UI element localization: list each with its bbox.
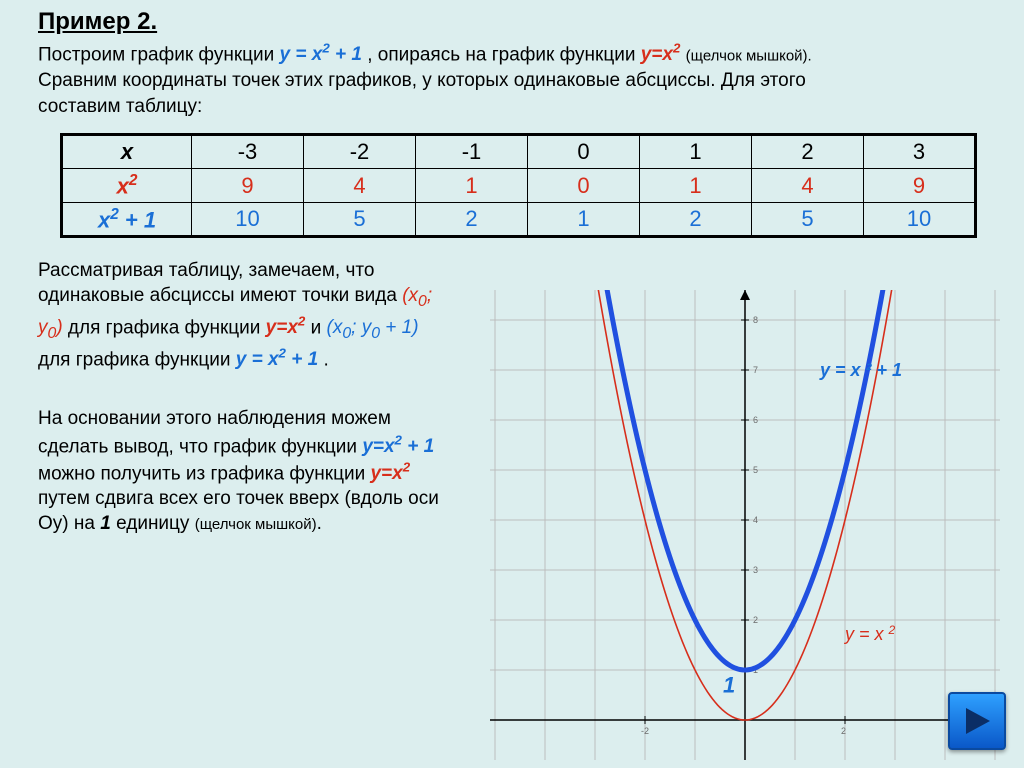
row-x2p1-header: x2 + 1	[62, 203, 192, 237]
svg-text:8: 8	[753, 315, 758, 325]
cell: -3	[192, 135, 304, 169]
cell: 3	[864, 135, 976, 169]
cell: 0	[528, 169, 640, 203]
values-table: x -3 -2 -1 0 1 2 3 x2 9 4 1 0 1 4 9 x2 +…	[60, 133, 977, 238]
table-row: x -3 -2 -1 0 1 2 3	[62, 135, 976, 169]
svg-text:5: 5	[753, 465, 758, 475]
table-row: x2 9 4 1 0 1 4 9	[62, 169, 976, 203]
chart-axes: 1 2 3 4 5 6 7 8 -2 2	[490, 290, 1000, 760]
cell: 4	[304, 169, 416, 203]
intro-hint: (щелчок мышкой).	[686, 47, 812, 64]
svg-text:6: 6	[753, 415, 758, 425]
func-yx2p1: y = x2 + 1	[236, 349, 324, 370]
svg-text:3: 3	[753, 565, 758, 575]
cell: 1	[640, 169, 752, 203]
click-hint: (щелчок мышкой)	[195, 516, 317, 533]
cell: -2	[304, 135, 416, 169]
paragraph-2: На основании этого наблюдения можем сдел…	[38, 406, 448, 536]
cell: 10	[864, 203, 976, 237]
intro-line2b: составим таблицу:	[38, 96, 202, 117]
arrow-right-icon	[960, 704, 994, 738]
curve-label-blue: y = x ² + 1	[819, 360, 902, 380]
intro-line2a: Сравним координаты точек этих графиков, …	[38, 70, 806, 91]
func-yx2-b: y=x2	[370, 463, 410, 484]
svg-text:4: 4	[753, 515, 758, 525]
svg-text:2: 2	[753, 615, 758, 625]
svg-text:7: 7	[753, 365, 758, 375]
cell: 1	[416, 169, 528, 203]
cell: 0	[528, 135, 640, 169]
one-unit: 1	[100, 513, 111, 534]
vertex-one-label: 1	[723, 673, 735, 698]
explanation-text: Рассматривая таблицу, замечаем, что один…	[38, 258, 458, 536]
svg-text:-2: -2	[641, 726, 649, 736]
curve-label-red: y = x 2	[843, 623, 896, 644]
intro-f2: y=x2	[641, 44, 686, 65]
cell: 10	[192, 203, 304, 237]
func-yx2: y=x2	[266, 317, 311, 338]
cell: 1	[528, 203, 640, 237]
cell: 2	[752, 135, 864, 169]
point-xy-plus1: (x0; y0 + 1)	[327, 317, 419, 338]
example-title: Пример 2.	[0, 0, 1024, 36]
row-x-header: x	[62, 135, 192, 169]
cell: -1	[416, 135, 528, 169]
paragraph-1: Рассматривая таблицу, замечаем, что один…	[38, 258, 448, 372]
intro-lead: Построим график функции	[38, 44, 280, 65]
intro-f1: y = x2 + 1	[280, 44, 368, 65]
cell: 2	[640, 203, 752, 237]
table-row: x2 + 1 10 5 2 1 2 5 10	[62, 203, 976, 237]
cell: 2	[416, 203, 528, 237]
cell: 4	[752, 169, 864, 203]
cell: 5	[304, 203, 416, 237]
func-yx2p1-b: y=x2 + 1	[362, 436, 434, 457]
next-button[interactable]	[948, 692, 1006, 750]
row-x2-header: x2	[62, 169, 192, 203]
parabola-chart: 1 2 3 4 5 6 7 8 -2 2 y = x ² + 1 y = x 2 1	[490, 290, 1000, 760]
cell: 9	[192, 169, 304, 203]
cell: 9	[864, 169, 976, 203]
intro-text: Построим график функции y = x2 + 1 , опи…	[0, 36, 1024, 119]
cell: 5	[752, 203, 864, 237]
intro-mid: , опираясь на график функции	[367, 44, 640, 65]
cell: 1	[640, 135, 752, 169]
svg-text:2: 2	[841, 726, 846, 736]
